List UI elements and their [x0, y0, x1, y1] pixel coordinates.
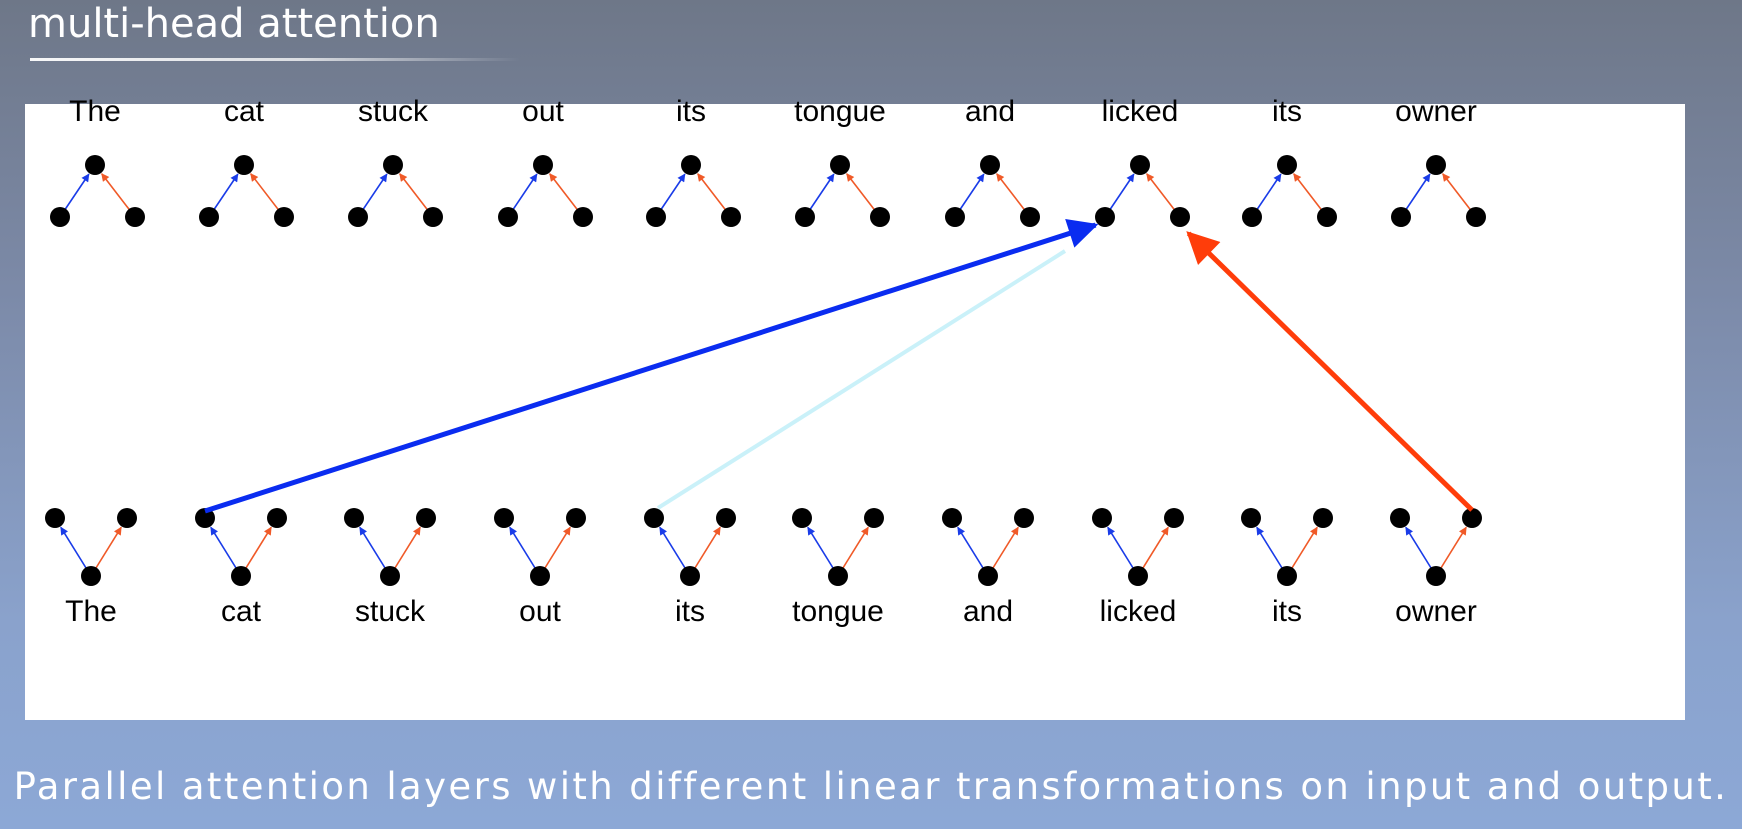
bottom-input-node [231, 566, 251, 586]
top-head-node-orange [870, 207, 890, 227]
bottom-word-label: its [675, 595, 705, 628]
bottom-word-label: tongue [792, 595, 884, 628]
bottom-head-node-blue [1390, 508, 1410, 528]
title-underline [30, 58, 520, 61]
bottom-head-node-orange [566, 508, 586, 528]
top-head-node-orange [1466, 207, 1486, 227]
bottom-word-label: cat [220, 595, 262, 628]
top-head-node-blue [795, 207, 815, 227]
top-output-node [1426, 155, 1446, 175]
top-head-node-orange [125, 207, 145, 227]
top-word-label: tongue [794, 95, 886, 128]
top-word-label: cat [223, 95, 265, 128]
bottom-head-node-orange [864, 508, 884, 528]
bottom-head-node-blue [344, 508, 364, 528]
bottom-head-node-orange [1014, 508, 1034, 528]
top-output-node [980, 155, 1000, 175]
bottom-input-node [828, 566, 848, 586]
bottom-head-node-blue [1241, 508, 1261, 528]
bottom-head-node-blue [644, 508, 664, 528]
attention-diagram [45, 155, 1486, 586]
top-head-node-orange [1170, 207, 1190, 227]
bottom-head-node-blue [792, 508, 812, 528]
top-head-node-blue [348, 207, 368, 227]
top-word-label: owner [1395, 95, 1477, 128]
bottom-head-node-orange [1462, 508, 1482, 528]
bottom-word-label: out [519, 595, 561, 628]
top-head-node-orange [1020, 207, 1040, 227]
top-head-node-blue [199, 207, 219, 227]
bottom-word-label: The [65, 595, 117, 628]
top-word-label: licked [1101, 95, 1179, 128]
top-head-node-orange [423, 207, 443, 227]
blue-attention-arrow [204, 219, 1099, 514]
top-word-label: its [1272, 95, 1302, 128]
top-output-node [383, 155, 403, 175]
bottom-word-label: its [1272, 595, 1302, 628]
top-output-node [1277, 155, 1297, 175]
top-word-label: stuck [357, 95, 429, 128]
bottom-input-node [81, 566, 101, 586]
top-head-node-orange [721, 207, 741, 227]
top-head-node-blue [1242, 207, 1262, 227]
top-word-label: its [676, 95, 706, 128]
bottom-word-label: and [962, 595, 1014, 628]
bottom-head-node-blue [195, 508, 215, 528]
top-output-node [234, 155, 254, 175]
diagram-panel: The cat stuck out its tongue and licked its owner… [25, 95, 1685, 720]
top-head-node-orange [1317, 207, 1337, 227]
bottom-word-label: licked [1099, 595, 1177, 628]
slide-title: multi-head attention [28, 1, 440, 47]
bottom-head-node-blue [494, 508, 514, 528]
bottom-input-node [1426, 566, 1446, 586]
bottom-head-node-orange [416, 508, 436, 528]
top-output-node [533, 155, 553, 175]
top-output-node [681, 155, 701, 175]
bottom-head-node-orange [117, 508, 137, 528]
bottom-head-node-blue [45, 508, 65, 528]
bottom-head-node-orange [716, 508, 736, 528]
top-head-node-orange [274, 207, 294, 227]
top-word-label: and [964, 95, 1016, 128]
bottom-word-label: stuck [354, 595, 426, 628]
top-head-node-blue [1391, 207, 1411, 227]
bottom-input-node [380, 566, 400, 586]
top-output-node [1130, 155, 1150, 175]
slide-caption: Parallel attention layers with different… [13, 765, 1729, 808]
top-head-node-orange [573, 207, 593, 227]
bottom-head-node-blue [1092, 508, 1112, 528]
bottom-input-node [1128, 566, 1148, 586]
bottom-input-node [530, 566, 550, 586]
bottom-head-node-orange [267, 508, 287, 528]
bottom-input-node [680, 566, 700, 586]
top-word-label: out [522, 95, 564, 128]
top-head-node-blue [50, 207, 70, 227]
bottom-head-node-orange [1164, 508, 1184, 528]
bottom-head-node-orange [1313, 508, 1333, 528]
top-head-node-blue [498, 207, 518, 227]
top-output-node [85, 155, 105, 175]
bottom-word-label: owner [1395, 595, 1477, 628]
top-head-node-blue [1095, 207, 1115, 227]
top-head-node-blue [945, 207, 965, 227]
top-head-node-blue [646, 207, 666, 227]
faint-attention-arrow [656, 249, 1067, 510]
bottom-input-node [978, 566, 998, 586]
orange-attention-arrow [1186, 231, 1474, 512]
bottom-input-node [1277, 566, 1297, 586]
top-output-node [830, 155, 850, 175]
bottom-head-node-blue [942, 508, 962, 528]
top-word-label: The [69, 95, 121, 128]
